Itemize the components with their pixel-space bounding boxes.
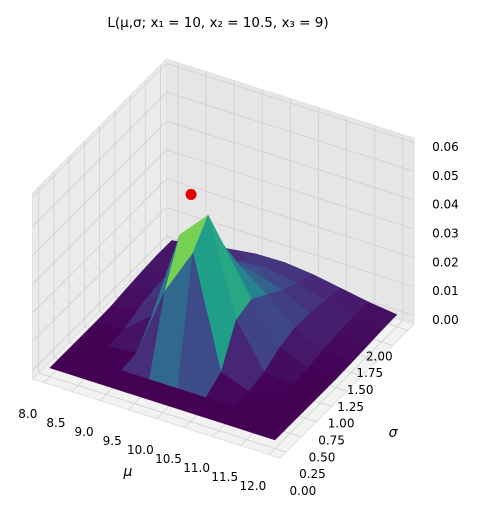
grid-line: [166, 62, 415, 143]
z-tick-label: 0.04: [432, 198, 459, 212]
x-tick-label: 8.5: [46, 416, 65, 430]
y-tick-label: 0.50: [309, 450, 336, 464]
y-tick-label: 2.00: [366, 349, 393, 363]
grid-line: [32, 207, 167, 342]
y-tick-label: 1.25: [337, 400, 364, 414]
grid-line: [166, 178, 415, 259]
y-axis-label: σ: [389, 425, 399, 441]
grid-line: [166, 120, 415, 201]
y-tick-label: 0.75: [318, 434, 345, 448]
peak-marker: [185, 188, 197, 200]
x-tick-label: 12.0: [239, 479, 266, 493]
x-tick-label: 10.5: [155, 452, 182, 466]
grid-line: [32, 91, 167, 227]
z-tick-label: 0.05: [432, 169, 459, 183]
z-tick-label: 0.00: [432, 313, 459, 327]
chart-title: L(μ,σ; x₁ = 10, x₂ = 10.5, x₃ = 9): [107, 15, 328, 31]
z-tick-label: 0.01: [432, 284, 459, 298]
z-tick-label: 0.03: [432, 227, 459, 241]
y-tick-label: 0.25: [299, 467, 326, 481]
y-tick-label: 1.50: [347, 383, 374, 397]
surface-cell: [246, 415, 291, 441]
z-tick-label: 0.02: [432, 255, 459, 269]
grid-line: [166, 149, 415, 230]
grid-line: [32, 120, 167, 256]
z-tick-label: 0.06: [432, 140, 459, 154]
grid-line: [32, 178, 167, 313]
grid-line: [32, 236, 167, 371]
x-tick-label: 10.0: [127, 443, 154, 457]
x-tick-label: 11.0: [183, 461, 210, 475]
grid-line: [32, 149, 167, 285]
x-tick-label: 8.0: [18, 407, 37, 421]
grid-line: [38, 372, 287, 453]
y-tick-label: 0.00: [290, 484, 317, 498]
y-tick-label: 1.00: [328, 417, 355, 431]
grid-line: [32, 63, 167, 198]
grid-line: [166, 91, 415, 172]
x-axis-label: μ: [123, 464, 133, 480]
x-tick-label: 11.5: [211, 470, 238, 484]
x-tick-label: 9.5: [103, 434, 122, 448]
y-tick-label: 1.75: [356, 366, 383, 380]
x-tick-label: 9.0: [75, 425, 94, 439]
